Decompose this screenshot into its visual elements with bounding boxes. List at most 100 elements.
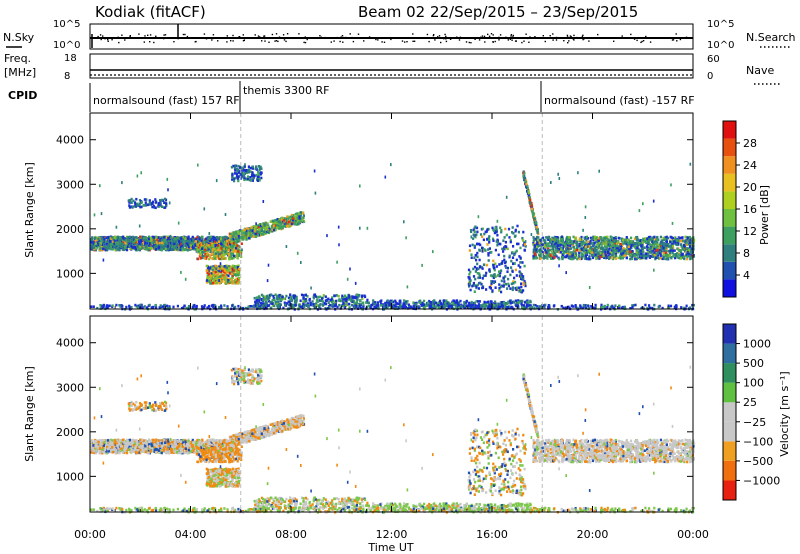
power-cell bbox=[484, 301, 487, 304]
power-cell bbox=[93, 246, 96, 249]
power-cell bbox=[476, 251, 479, 255]
power-cell bbox=[519, 271, 522, 275]
power-cell bbox=[517, 264, 520, 267]
power-cell bbox=[295, 300, 298, 304]
power-cell bbox=[476, 262, 479, 266]
power-cell bbox=[493, 306, 496, 310]
power-cell bbox=[238, 232, 241, 235]
power-cell bbox=[373, 301, 376, 304]
power-cell bbox=[258, 178, 261, 182]
power-cell bbox=[231, 268, 234, 271]
power-cell bbox=[533, 217, 536, 220]
power-cell bbox=[474, 277, 477, 281]
power-cell bbox=[468, 249, 471, 252]
power-cell bbox=[493, 304, 496, 307]
power-cell bbox=[225, 239, 228, 243]
power-cell bbox=[494, 286, 497, 289]
noise-right-label: N.Search bbox=[746, 31, 796, 44]
power-cell bbox=[109, 247, 112, 251]
power-cell bbox=[504, 264, 507, 268]
power-cell bbox=[211, 252, 214, 256]
power-cell bbox=[333, 303, 336, 306]
power-cell bbox=[119, 237, 122, 241]
power-cell bbox=[218, 265, 221, 269]
power-cell bbox=[522, 244, 525, 247]
power-cell bbox=[148, 237, 151, 241]
power-cell bbox=[222, 274, 226, 277]
power-cell bbox=[158, 236, 161, 240]
power-cell bbox=[479, 243, 482, 247]
power-cell bbox=[475, 258, 478, 262]
power-cell bbox=[672, 242, 675, 245]
power-cell bbox=[223, 239, 227, 242]
power-cell bbox=[471, 243, 474, 247]
power-cell bbox=[585, 249, 588, 252]
power-cell bbox=[577, 256, 580, 260]
power-cell bbox=[213, 281, 216, 285]
power-cell bbox=[255, 300, 259, 303]
power-cell bbox=[204, 248, 207, 252]
power-cell bbox=[517, 242, 520, 246]
power-cell bbox=[187, 236, 190, 240]
power-cell bbox=[355, 293, 359, 297]
power-cell bbox=[238, 267, 241, 271]
power-cell bbox=[151, 237, 154, 241]
power-cell bbox=[238, 171, 241, 174]
power-cell bbox=[227, 237, 230, 240]
noise-dot bbox=[511, 39, 513, 41]
power-cell bbox=[291, 215, 294, 219]
noise-dot bbox=[679, 38, 682, 41]
power-cell bbox=[276, 295, 279, 299]
power-cell bbox=[105, 248, 108, 252]
power-cell bbox=[481, 246, 484, 250]
power-cell bbox=[490, 300, 493, 304]
power-cell bbox=[260, 229, 263, 232]
cpid-segment-3: normalsound (fast) -157 RF bbox=[544, 94, 695, 107]
power-cell bbox=[365, 301, 368, 304]
power-cell bbox=[492, 264, 495, 267]
power-cell bbox=[256, 177, 259, 181]
noise-dot bbox=[102, 35, 104, 37]
power-cell bbox=[254, 232, 257, 236]
power-cell bbox=[477, 287, 480, 290]
power-cell bbox=[551, 252, 554, 256]
noise-dot bbox=[158, 37, 160, 39]
power-cell bbox=[341, 296, 344, 300]
power-cell bbox=[261, 223, 264, 226]
power-cell bbox=[481, 227, 484, 231]
power-cell bbox=[518, 255, 521, 258]
power-cell bbox=[684, 238, 687, 242]
power-cell bbox=[221, 245, 224, 248]
power-cell bbox=[521, 239, 525, 242]
power-cell bbox=[526, 184, 529, 188]
power-cell bbox=[240, 172, 243, 176]
power-cell bbox=[109, 245, 113, 249]
power-cell bbox=[145, 244, 148, 248]
power-cell bbox=[298, 220, 301, 224]
power-cell bbox=[646, 251, 649, 254]
power-cell bbox=[639, 257, 642, 260]
power-cell bbox=[500, 229, 503, 232]
noise-dot bbox=[523, 40, 525, 42]
power-cell bbox=[127, 242, 130, 246]
noise-dot bbox=[129, 35, 131, 38]
power-cell bbox=[610, 241, 613, 244]
power-cell bbox=[236, 244, 239, 247]
power-cell bbox=[211, 246, 214, 249]
power-cell bbox=[317, 295, 320, 299]
power-cell bbox=[213, 254, 216, 258]
power-cell bbox=[514, 268, 517, 272]
power-cell bbox=[389, 303, 392, 306]
power-cell bbox=[110, 237, 113, 240]
power-cell bbox=[254, 167, 257, 170]
noise-dot bbox=[484, 41, 486, 43]
noise-dot bbox=[238, 36, 240, 38]
power-cell bbox=[468, 301, 471, 305]
power-cell bbox=[121, 235, 124, 239]
power-cell bbox=[264, 295, 267, 299]
power-cell bbox=[520, 273, 523, 276]
power-cell bbox=[296, 221, 299, 224]
power-cell bbox=[333, 294, 336, 298]
power-cell bbox=[478, 258, 481, 262]
power-cell bbox=[101, 237, 104, 241]
